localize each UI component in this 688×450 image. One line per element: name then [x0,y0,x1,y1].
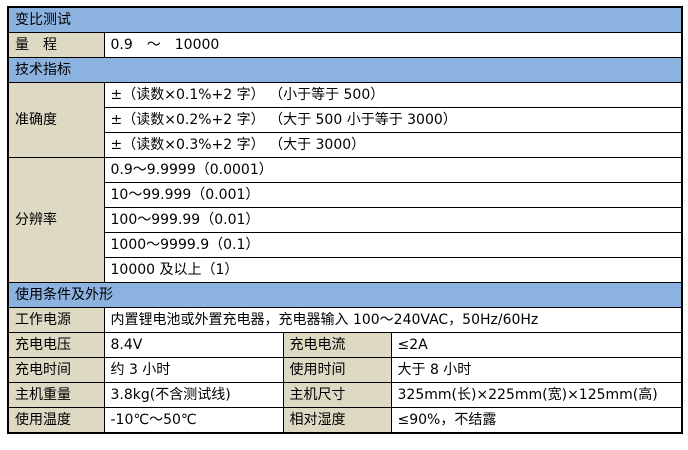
host-size-value: 325mm(长)×225mm(宽)×125mm(高) [390,382,683,408]
use-temp-label: 使用温度 [7,407,105,434]
charge-time-value: 约 3 小时 [103,357,284,383]
section-header-conditions: 使用条件及外形 [7,282,683,308]
table-row: 使用条件及外形 [7,282,683,308]
charge-current-value: ≤2A [390,332,683,358]
resolution-row-2: 10～99.999（0.001） [103,182,683,208]
table-row: ±（读数×0.2%+2 字） （大于 500 小于等于 3000） [8,107,683,133]
table-row: 100～999.99（0.01） [8,207,683,233]
resolution-row-3: 100～999.99（0.01） [103,207,683,233]
table-row: 使用温度 -10℃～50℃ 相对湿度 ≤90%，不结露 [7,407,683,434]
table-row: ±（读数×0.3%+2 字） （大于 3000） [8,132,683,158]
accuracy-row-3: ±（读数×0.3%+2 字） （大于 3000） [103,132,683,158]
table-row: 工作电源 内置锂电池或外置充电器，充电器输入 100～240VAC，50Hz/6… [7,307,683,333]
resolution-row-4: 1000～9999.9（0.1） [103,232,683,258]
section-header-tech-spec: 技术指标 [7,57,683,83]
humidity-value: ≤90%，不结露 [390,407,683,434]
table-row: 量 程 0.9 ～ 10000 [7,32,683,58]
spec-table: 变比测试 量 程 0.9 ～ 10000 技术指标 准确度 ±（读数×0.1%+… [7,6,683,434]
resolution-label: 分辨率 [7,157,105,283]
accuracy-row-2: ±（读数×0.2%+2 字） （大于 500 小于等于 3000） [103,107,683,133]
table-row: 技术指标 [7,57,683,83]
accuracy-row-1: ±（读数×0.1%+2 字） （小于等于 500） [103,82,683,108]
charge-voltage-label: 充电电压 [7,332,105,358]
table-row: 分辨率 0.9～9.9999（0.0001） [7,157,683,283]
power-label: 工作电源 [7,307,105,333]
table-row: 10～99.999（0.001） [8,182,683,208]
use-time-label: 使用时间 [282,357,392,383]
charge-current-label: 充电电流 [282,332,392,358]
table-row: 变比测试 [7,6,683,33]
table-row: 主机重量 3.8kg(不含测试线) 主机尺寸 325mm(长)×225mm(宽)… [7,382,683,408]
table-row: 准确度 ±（读数×0.1%+2 字） （小于等于 500） [7,82,683,158]
table-row: 10000 及以上（1） [8,257,683,283]
host-weight-value: 3.8kg(不含测试线) [103,382,284,408]
resolution-row-1: 0.9～9.9999（0.0001） [103,157,683,183]
table-row: 充电时间 约 3 小时 使用时间 大于 8 小时 [7,357,683,383]
power-value: 内置锂电池或外置充电器，充电器输入 100～240VAC，50Hz/60Hz [103,307,683,333]
host-weight-label: 主机重量 [7,382,105,408]
section-header-ratio-test: 变比测试 [7,6,683,33]
charge-voltage-value: 8.4V [103,332,284,358]
range-value: 0.9 ～ 10000 [103,32,683,58]
use-time-value: 大于 8 小时 [390,357,683,383]
table-row: 充电电压 8.4V 充电电流 ≤2A [7,332,683,358]
host-size-label: 主机尺寸 [282,382,392,408]
charge-time-label: 充电时间 [7,357,105,383]
range-label: 量 程 [7,32,105,58]
use-temp-value: -10℃～50℃ [103,407,284,434]
table-row: 1000～9999.9（0.1） [8,232,683,258]
accuracy-label: 准确度 [7,82,105,158]
humidity-label: 相对湿度 [282,407,392,434]
resolution-row-5: 10000 及以上（1） [103,257,683,283]
